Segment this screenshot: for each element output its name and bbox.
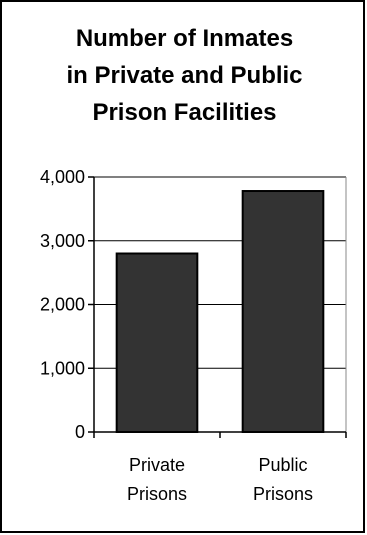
y-tick-label: 3,000 [40,231,85,251]
bar-0 [115,252,199,433]
chart-title-line-1: Number of Inmates [75,25,294,52]
y-tick-label: 1,000 [40,358,85,378]
chart-title-line-2: in Private and Public [66,62,303,89]
x-category-label: Prisons [127,484,187,504]
y-tick-label: 2,000 [40,295,85,315]
chart-title-line-3: Prison Facilities [92,99,277,126]
x-category-label: Public [258,455,307,475]
y-tick-label: 0 [75,422,85,442]
chart-title: Number of Inmates in Private and Public … [2,20,367,131]
x-category-label: Prisons [253,484,313,504]
y-tick-label: 4,000 [40,167,85,187]
bar-1 [241,190,325,433]
x-category-label: Private [129,455,185,475]
